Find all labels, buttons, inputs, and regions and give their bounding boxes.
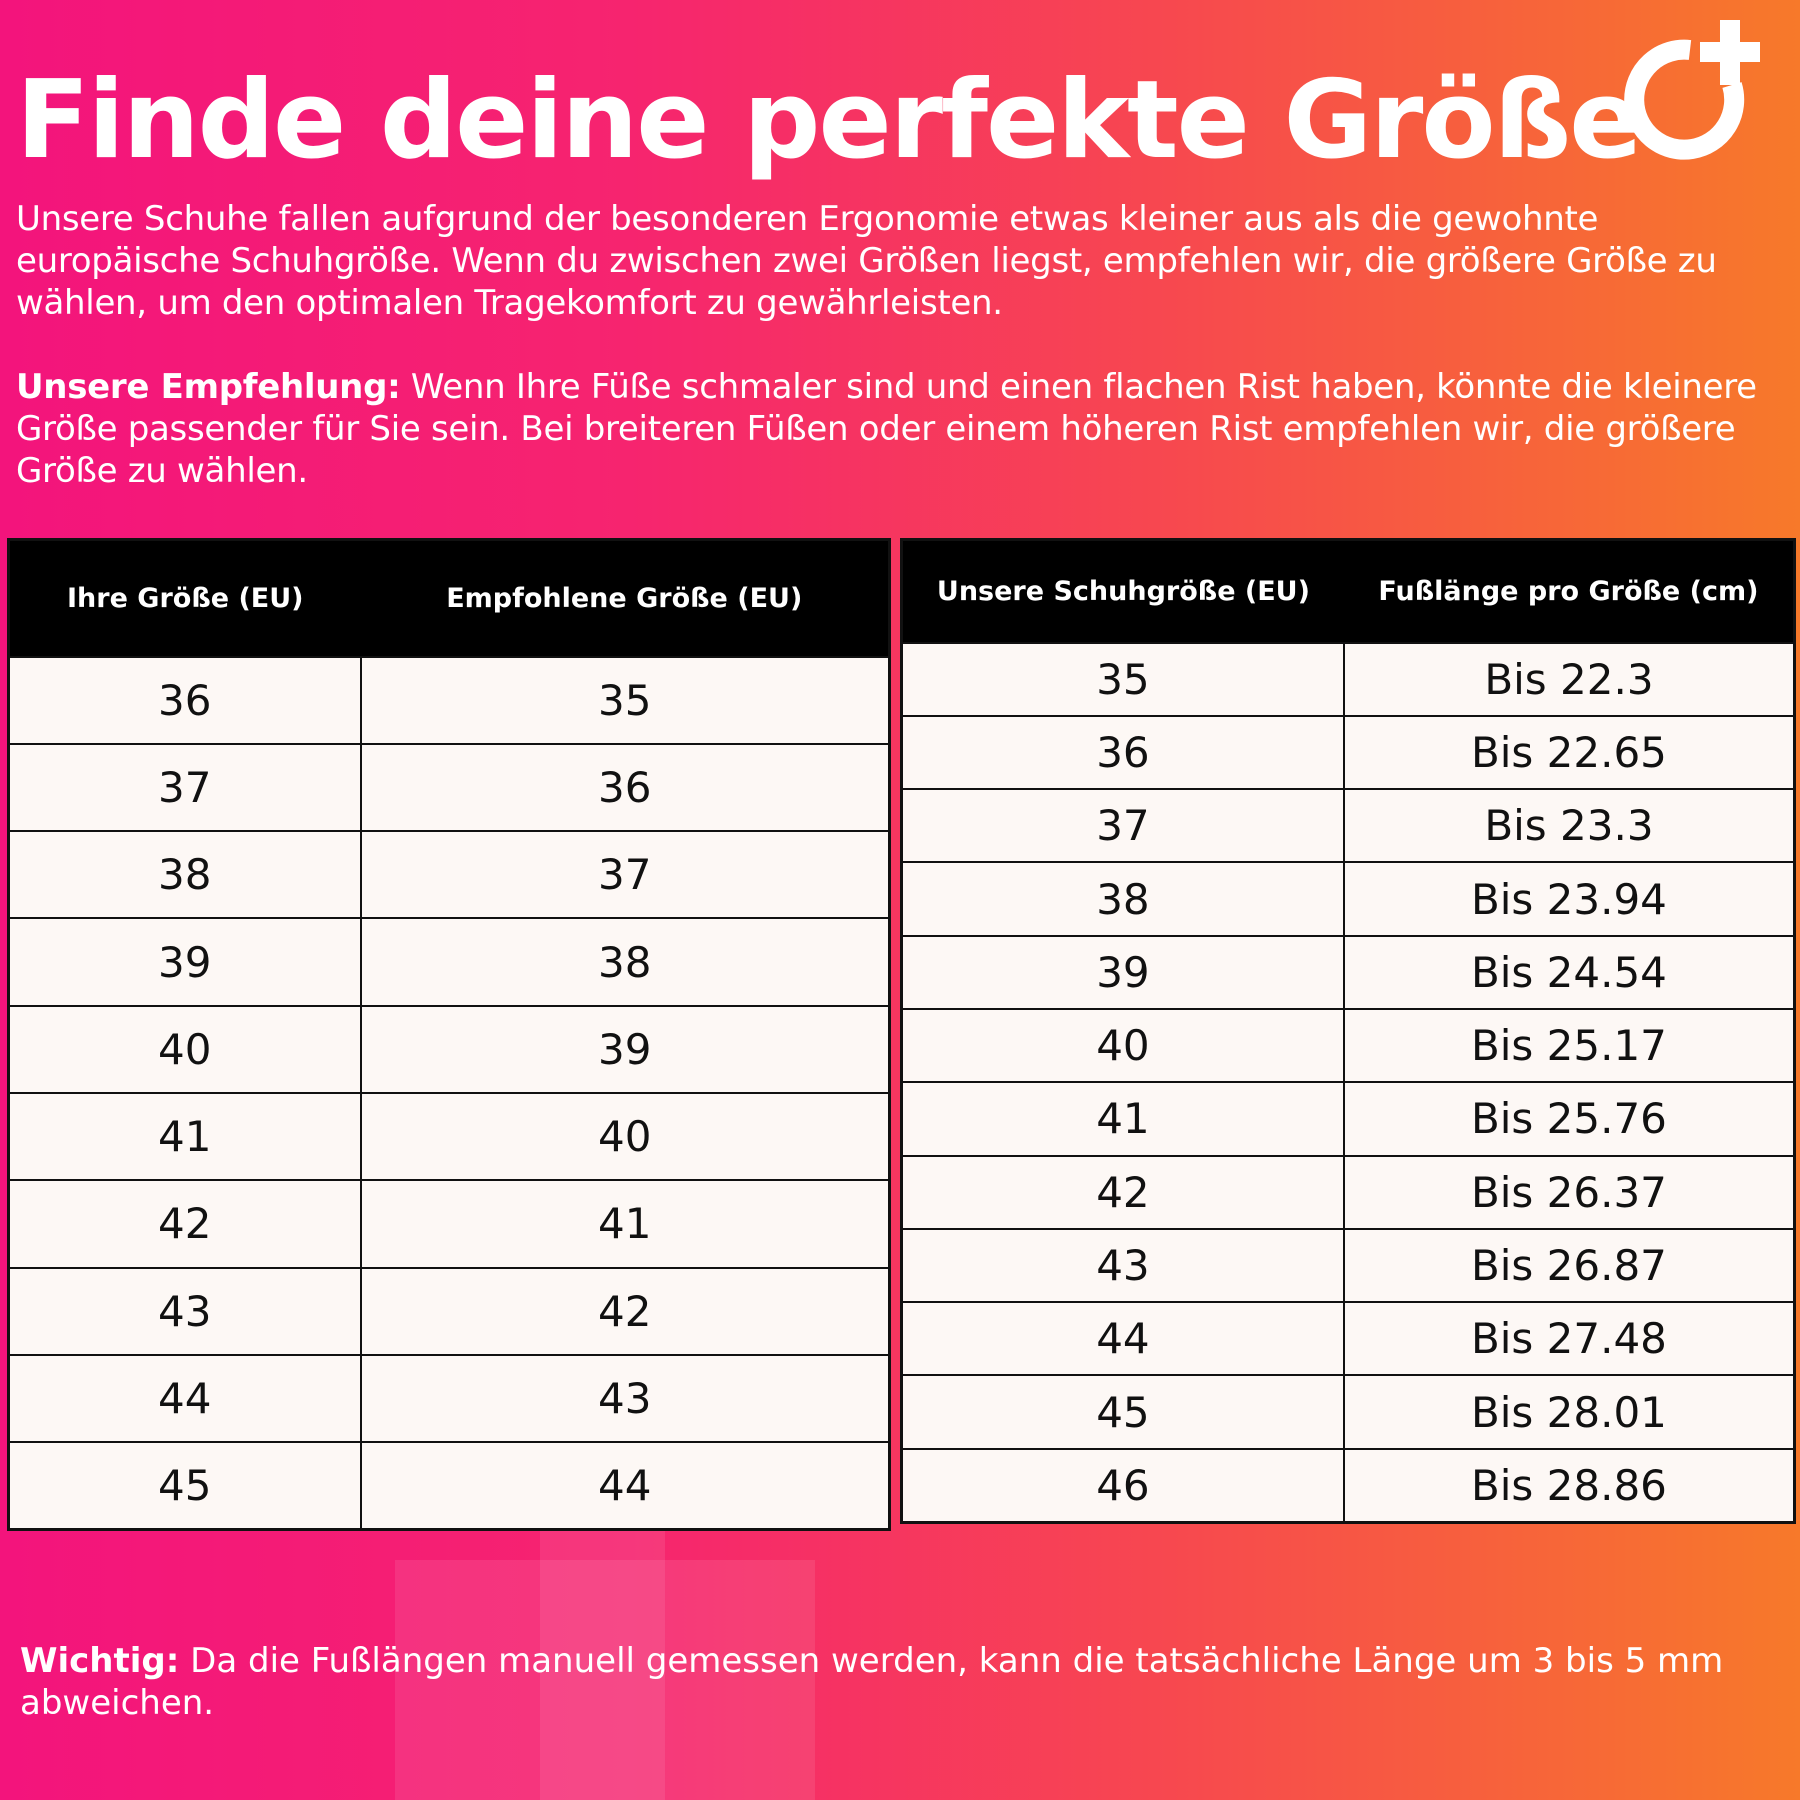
table-row: 41 Bis 25.76 (900, 1081, 1796, 1157)
table-cell: 37 (359, 830, 891, 920)
recommendation-body: Wenn Ihre Füße schmaler sind und einen f… (16, 367, 1757, 491)
table-cell: 40 (7, 1004, 362, 1094)
table-row: 40 Bis 25.17 (900, 1007, 1796, 1084)
table-cell: 35 (359, 655, 891, 745)
table-cell: Bis 28.86 (1342, 1447, 1796, 1524)
table-cell: 38 (900, 861, 1345, 937)
table-row: 41 40 (7, 1091, 891, 1182)
page-title: Finde deine perfekte Größe (16, 58, 1643, 183)
table-row: 46 Bis 28.86 (900, 1447, 1796, 1524)
table-cell: 43 (359, 1353, 891, 1444)
table-row: 44 Bis 27.48 (900, 1301, 1796, 1377)
table-cell: 44 (900, 1301, 1345, 1377)
table-cell: 36 (359, 742, 891, 833)
table-row: 40 39 (7, 1004, 891, 1094)
table-cell: 37 (900, 788, 1345, 864)
table-cell: 35 (900, 641, 1345, 717)
table-row: 37 Bis 23.3 (900, 788, 1796, 864)
table-row: 39 38 (7, 917, 891, 1007)
table-cell: Bis 23.94 (1342, 861, 1796, 937)
recommendation-text: Unsere Empfehlung: Wenn Ihre Füße schmal… (16, 366, 1796, 492)
column-header: Unsere Schuhgröße (EU) (901, 539, 1344, 643)
table-cell: 37 (7, 742, 362, 833)
column-header: Empfohlene Größe (EU) (360, 539, 890, 657)
intro-text: Unsere Schuhe fallen aufgrund der besond… (16, 199, 1717, 323)
column-header: Ihre Größe (EU) (8, 539, 361, 657)
table-row: 38 Bis 23.94 (900, 861, 1796, 937)
table-row: 36 Bis 22.65 (900, 714, 1796, 791)
table-cell: 46 (900, 1447, 1345, 1524)
table-row: 45 44 (7, 1441, 891, 1531)
table-cell: 42 (359, 1266, 891, 1356)
table-cell: 45 (7, 1441, 362, 1531)
table-cell: Bis 25.76 (1342, 1081, 1796, 1157)
foot-length-table: Unsere Schuhgröße (EU) Fußlänge pro Größe… (900, 538, 1796, 1524)
table-row: 36 35 (7, 655, 891, 745)
table-cell: Bis 22.65 (1342, 714, 1796, 791)
important-note: Wichtig: Da die Fußlängen manuell gemess… (20, 1640, 1790, 1724)
table-cell: Bis 27.48 (1342, 1301, 1796, 1377)
table-cell: 39 (7, 917, 362, 1007)
table-cell: 39 (900, 934, 1345, 1010)
table-cell: 43 (7, 1266, 362, 1356)
table-cell: Bis 23.3 (1342, 788, 1796, 864)
note-body: Da die Fußlängen manuell gemessen werden… (20, 1641, 1724, 1723)
table-row: 37 36 (7, 742, 891, 833)
table-row: 44 43 (7, 1353, 891, 1444)
table-row: 35 Bis 22.3 (900, 641, 1796, 717)
table-row: 39 Bis 24.54 (900, 934, 1796, 1010)
table-cell: 42 (7, 1179, 362, 1269)
table-cell: 44 (359, 1441, 891, 1531)
table-cell: 38 (7, 830, 362, 920)
table-cell: 43 (900, 1227, 1345, 1304)
table-cell: 41 (359, 1179, 891, 1269)
table-cell: 44 (7, 1353, 362, 1444)
note-label: Wichtig: (20, 1641, 180, 1681)
table-row: 43 Bis 26.87 (900, 1227, 1796, 1304)
table-cell: 45 (900, 1374, 1345, 1450)
size-conversion-table: Ihre Größe (EU) Empfohlene Größe (EU) 36 3… (7, 538, 891, 1531)
table-cell: Bis 28.01 (1342, 1374, 1796, 1450)
table-row: 42 41 (7, 1179, 891, 1269)
circle-plus-logo-icon (1624, 20, 1760, 160)
table-cell: 39 (359, 1004, 891, 1094)
table-cell: 42 (900, 1154, 1345, 1230)
table-row: 43 42 (7, 1266, 891, 1356)
table-cell: 41 (900, 1081, 1345, 1157)
table-cell: 41 (7, 1091, 362, 1182)
recommendation-label: Unsere Empfehlung: (16, 367, 401, 407)
column-header: Fußlänge pro Größe (cm) (1343, 539, 1795, 643)
table-cell: 36 (7, 655, 362, 745)
table-row: 45 Bis 28.01 (900, 1374, 1796, 1450)
table-cell: 36 (900, 714, 1345, 791)
table-cell: 38 (359, 917, 891, 1007)
table-cell: Bis 26.37 (1342, 1154, 1796, 1230)
table-cell: 40 (900, 1007, 1345, 1084)
table-cell: Bis 22.3 (1342, 641, 1796, 717)
table-cell: Bis 25.17 (1342, 1007, 1796, 1084)
table-row: 38 37 (7, 830, 891, 920)
table-cell: Bis 26.87 (1342, 1227, 1796, 1304)
table-cell: Bis 24.54 (1342, 934, 1796, 1010)
table-row: 42 Bis 26.37 (900, 1154, 1796, 1230)
table-cell: 40 (359, 1091, 891, 1182)
